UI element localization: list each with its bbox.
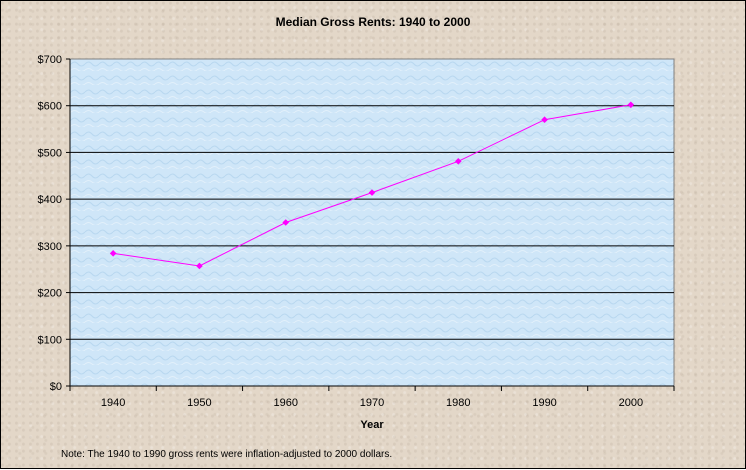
chart-title: Median Gross Rents: 1940 to 2000: [276, 15, 471, 29]
x-tick-label: 1960: [273, 397, 297, 409]
data-point-2000: [627, 101, 635, 109]
data-point-1940: [109, 250, 117, 257]
data-point-1970: [368, 189, 376, 196]
x-axis-tick-labels: 1940 1950 1960 1970 1980 1990 2000: [69, 386, 675, 409]
data-point-1960: [282, 219, 290, 226]
x-tick-label: 1970: [360, 397, 384, 409]
data-point-1950: [196, 262, 203, 270]
x-tick-label: 1950: [187, 397, 211, 409]
plot-area: [69, 58, 675, 387]
x-tick-label: 1990: [532, 397, 556, 409]
y-tick-label: $100: [38, 334, 62, 346]
data-point-1990: [541, 116, 548, 124]
y-axis-tick-labels: $0 $100 $200 $300 $400 $500 $600 $700: [38, 54, 70, 393]
y-tick-label: $0: [50, 381, 62, 393]
x-tick-label: 1980: [446, 397, 470, 409]
y-tick-label: $500: [38, 147, 62, 159]
y-tick-label: $700: [38, 54, 62, 66]
x-axis-title: Year: [360, 419, 384, 431]
y-tick-label: $300: [38, 241, 62, 253]
x-tick-label: 1940: [101, 397, 125, 409]
x-tick-label: 2000: [619, 397, 643, 409]
chart-note: Note: The 1940 to 1990 gross rents were …: [61, 449, 392, 460]
y-tick-label: $200: [38, 288, 62, 300]
y-tick-label: $600: [38, 101, 62, 113]
data-point-1980: [454, 157, 462, 165]
y-tick-label: $400: [38, 194, 62, 206]
series-rents: [109, 101, 635, 270]
gridlines: [70, 105, 674, 340]
